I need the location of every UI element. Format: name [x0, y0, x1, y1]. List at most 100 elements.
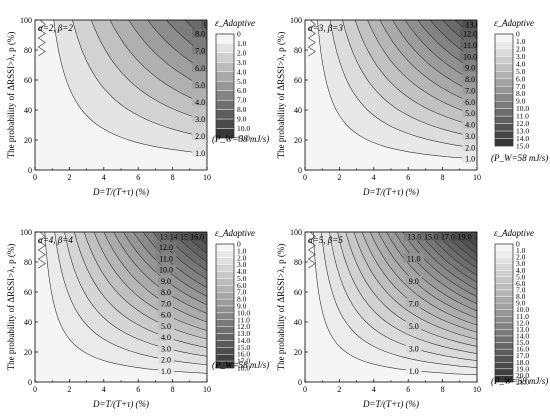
contour-label-bg: [186, 232, 207, 241]
legend-swatch: [215, 292, 235, 300]
y-tick-label: 20: [24, 136, 32, 145]
contour-label: 11.0: [159, 254, 173, 263]
contour-label: 13.0: [466, 21, 480, 30]
legend-swatch: [494, 78, 514, 87]
y-tick-label: 40: [294, 106, 302, 115]
contour-label-bg: [192, 28, 207, 38]
x-tick-label: 6: [136, 385, 140, 394]
contour-label: 17.0: [441, 233, 455, 242]
legend-tick-label: 16.0: [237, 350, 250, 359]
legend: ε_Adaptive 01.02.03.04.05.06.07.08.09.010…: [494, 18, 534, 151]
panel-4: 1.03.05.07.09.011.013.0 15.0 17.0 19.00 2 4 6 8…: [276, 228, 548, 409]
legend-swatch: [494, 276, 514, 284]
x-tick-label: 4: [372, 385, 376, 394]
legend: ε_Adaptive 01.02.03.04.05.06.07.08.09.010…: [215, 18, 255, 143]
x-axis-label: D=T/(T+τ) (%): [362, 187, 419, 197]
contour-line-12: [152, 232, 207, 280]
legend-tick-label: 8.0: [516, 292, 526, 301]
legend-swatch: [215, 250, 235, 258]
contour-label-bg: [420, 232, 442, 241]
x-tick-label: 4: [372, 173, 376, 182]
x-axis-label: D=T/(T+τ) (%): [92, 399, 149, 409]
legend-tick-label: 14.0: [237, 336, 250, 345]
legend-tick-label: 1.0: [237, 246, 247, 255]
contour-label: 7.0: [465, 86, 475, 95]
contour-label: 2.0: [195, 132, 205, 141]
legend-tick-label: 0: [237, 30, 241, 39]
legend-tick-label: 4.0: [516, 59, 526, 68]
legend-swatch: [494, 56, 514, 65]
x-tick-label: 8: [441, 173, 445, 182]
legend-swatch: [494, 316, 514, 324]
contour-line-2: [321, 232, 477, 368]
contour-area: 1.0 2.0 3.0 4.0 5.0 6.0 7.0 8.0 9.0 10.0 11.0 12.01…: [305, 20, 480, 170]
legend-tick-label: 10.0: [516, 104, 529, 113]
legend-swatch: [215, 243, 235, 252]
contour-label-bg: [454, 232, 475, 241]
legend-tick-label: 8.0: [516, 89, 526, 98]
legend-tick-label: 12.0: [516, 318, 529, 327]
legend-swatch: [494, 250, 514, 258]
legend-title: ε_Adaptive: [494, 228, 534, 238]
legend-tick-label: 9.0: [516, 97, 526, 106]
legend-tick-label: 5.0: [237, 77, 247, 86]
contour-label: 9.0: [161, 277, 171, 286]
contour-line-10: [429, 20, 477, 62]
contour-line-2: [329, 20, 477, 149]
contour-area: 1.0 2.0 3.0 4.0 5.0 6.0 7.0 8.09.0: [35, 20, 207, 170]
contour-label: 2.0: [161, 356, 171, 365]
contour-line-1: [53, 20, 207, 154]
contour-label-bg: [192, 96, 207, 106]
contour-label-bg: [158, 298, 174, 308]
y-tick-label: 60: [294, 288, 302, 297]
contour-line-10: [133, 232, 207, 297]
legend-swatch: [494, 348, 514, 356]
contour-label: 5.0: [161, 322, 171, 331]
legend-tick-label: 6.0: [237, 86, 247, 95]
legend-swatch: [215, 71, 235, 82]
contour-line-6: [379, 20, 477, 105]
power-note: (P_W=58 mJ/s): [491, 376, 548, 386]
contour-line-13: [410, 232, 477, 290]
legend-swatch: [215, 99, 235, 110]
contour-label-bg: [192, 113, 207, 123]
legend-title: ε_Adaptive: [494, 18, 534, 28]
contour-label-bg: [158, 354, 174, 364]
contour-line-7: [166, 20, 207, 56]
contour-label-bg: [462, 20, 477, 29]
legend-tick-label: 11.0: [237, 134, 250, 143]
legend-tick-label: 6.0: [516, 74, 526, 83]
legend-tick-label: 5.0: [516, 272, 526, 281]
contour-label: 19.0: [458, 233, 472, 242]
legend-swatch: [494, 33, 514, 42]
contour-line-6: [353, 232, 477, 340]
legend-tick-label: 7.0: [516, 286, 526, 295]
contour-label: 7.0: [195, 47, 205, 56]
x-tick-label: 6: [406, 173, 410, 182]
contour-label-bg: [155, 242, 177, 251]
legend-swatch: [494, 86, 514, 94]
legend-tick-label: 2.0: [516, 44, 526, 53]
x-tick-label: 0: [33, 385, 37, 394]
contour-label: 5.0: [195, 81, 205, 90]
contour-label-bg: [437, 232, 459, 241]
legend-swatch: [494, 355, 514, 363]
legend-tick-label: 13.0: [237, 329, 250, 338]
y-tick-label: 20: [24, 348, 32, 357]
contour-line-15: [427, 232, 477, 276]
contour-label: 12.0: [463, 30, 477, 39]
contour-label-bg: [158, 332, 174, 341]
legend-swatch: [494, 302, 514, 310]
contour-label-bg: [158, 343, 174, 353]
legend-frame: [215, 243, 235, 369]
contour-label-bg: [462, 96, 477, 106]
contour-label: 10.0: [463, 52, 477, 61]
x-axis-label: D=T/(T+τ) (%): [362, 399, 419, 409]
legend-tick-label: 0: [516, 240, 520, 249]
x-tick-label: 2: [67, 173, 71, 182]
contour-label-bg: [201, 20, 207, 29]
y-tick-label: 0: [28, 378, 32, 387]
legend-swatch: [215, 118, 235, 129]
contour-label-bg: [462, 62, 477, 72]
y-tick-label: 60: [24, 288, 32, 297]
